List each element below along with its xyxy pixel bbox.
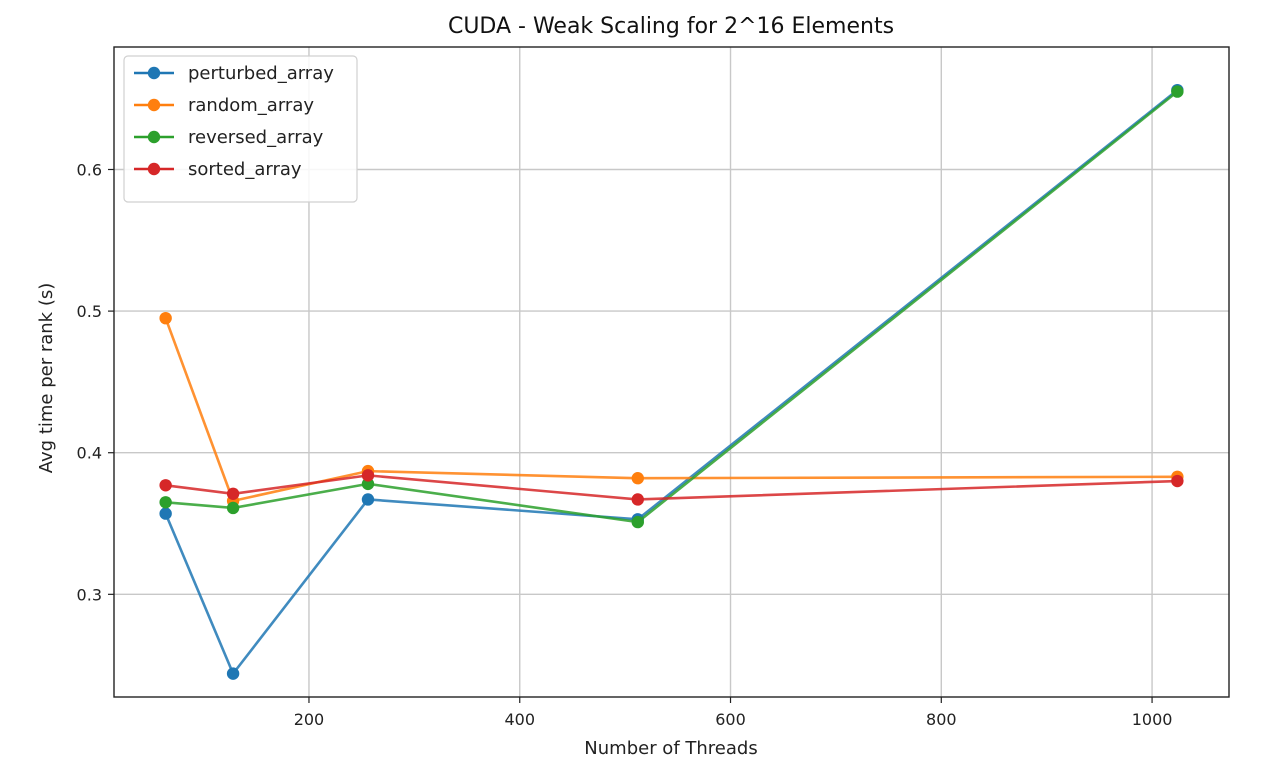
data-point-random-array (159, 311, 172, 325)
legend: perturbed_array random_array reversed_arra… (123, 55, 358, 203)
legend-marker (147, 130, 161, 144)
data-point-reversed-array (631, 515, 644, 529)
plot-series (159, 83, 1184, 680)
y-tick-label: 0.5 (77, 302, 102, 321)
y-tick-label: 0.4 (77, 444, 102, 463)
chart-title: CUDA - Weak Scaling for 2^16 Elements (448, 14, 894, 39)
x-tick-label: 800 (926, 710, 957, 729)
x-tick-label: 200 (294, 710, 325, 729)
legend-label: sorted_array (188, 159, 302, 180)
y-tick-label: 0.6 (77, 160, 102, 179)
legend-item-random-array: random_array (134, 95, 314, 116)
series-sorted-array (159, 469, 1184, 506)
data-point-reversed-array (1171, 85, 1184, 98)
x-tick-label: 600 (715, 710, 746, 729)
legend-item-reversed-array: reversed_array (134, 127, 324, 148)
legend-marker (147, 98, 161, 112)
data-point-sorted-array (361, 469, 375, 482)
data-point-reversed-array (226, 501, 240, 515)
legend-item-sorted-array: sorted_array (134, 159, 302, 180)
data-point-perturbed-array (361, 493, 375, 506)
data-point-reversed-array (361, 477, 375, 491)
data-point-sorted-array (1171, 474, 1184, 488)
y-tick-label: 0.3 (77, 585, 102, 604)
x-tick-label: 400 (504, 710, 535, 729)
x-axis-label: Number of Threads (584, 738, 757, 759)
data-point-sorted-array (631, 493, 644, 506)
legend-label: reversed_array (188, 127, 324, 148)
y-axis-label: Avg time per rank (s) (36, 283, 57, 473)
data-point-perturbed-array (159, 507, 172, 520)
legend-label: perturbed_array (188, 63, 334, 84)
legend-item-perturbed-array: perturbed_array (134, 63, 334, 84)
legend-marker (147, 66, 161, 80)
legend-marker (147, 162, 161, 176)
data-point-reversed-array (159, 496, 172, 509)
data-point-sorted-array (226, 487, 240, 500)
legend-box (123, 55, 358, 203)
data-point-sorted-array (159, 479, 172, 492)
data-point-random-array (631, 472, 644, 485)
series-reversed-array (159, 85, 1184, 529)
plot-area-frame (113, 46, 1230, 698)
x-tick-label: 1000 (1132, 710, 1173, 729)
legend-label: random_array (188, 95, 314, 116)
data-point-perturbed-array (226, 667, 240, 680)
axis-ticks: 200 400 600 800 1000 0.3 0.4 0.5 0.6 (77, 160, 1173, 729)
